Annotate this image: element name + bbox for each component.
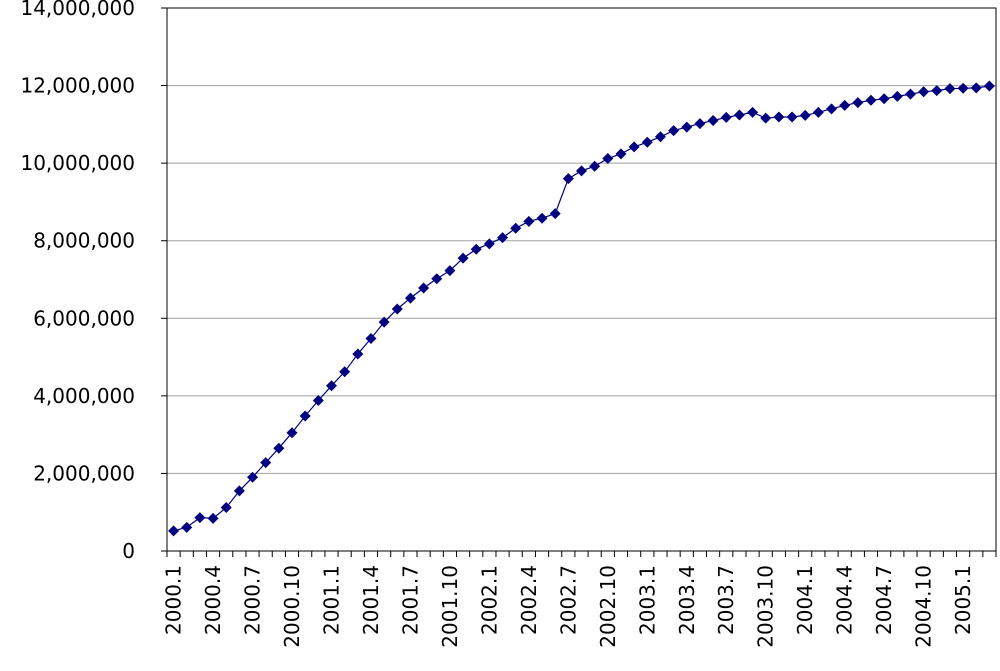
- data-point-marker: [681, 121, 693, 133]
- data-point-marker: [839, 99, 851, 111]
- data-point-marker: [878, 93, 890, 105]
- data-point-marker: [576, 165, 587, 177]
- data-point-marker: [628, 141, 640, 153]
- x-tick-label: 2000.1: [162, 565, 186, 635]
- x-tick-label: 2000.4: [201, 565, 225, 635]
- data-point-marker: [207, 512, 219, 524]
- x-tick-label: 2002.10: [596, 565, 620, 648]
- data-point-marker: [339, 366, 351, 378]
- y-tick-label: 6,000,000: [33, 306, 135, 330]
- data-point-marker: [286, 427, 298, 439]
- data-point-marker: [312, 395, 324, 407]
- plot-area-frame: [166, 7, 997, 552]
- y-tick-label: 14,000,000: [20, 0, 135, 20]
- series-line: [173, 85, 990, 532]
- data-point-marker: [378, 316, 390, 328]
- data-point-marker: [247, 471, 259, 483]
- data-point-marker: [733, 109, 745, 121]
- data-point-marker: [826, 103, 838, 115]
- x-tick-label: 2001.1: [319, 565, 343, 635]
- x-tick-label: 2002.1: [477, 565, 501, 635]
- data-point-marker: [773, 111, 785, 123]
- data-point-marker: [404, 292, 416, 304]
- data-point-marker: [654, 131, 666, 143]
- x-tick-label: 2003.4: [675, 565, 699, 635]
- data-point-marker: [181, 521, 193, 533]
- data-point-marker: [391, 303, 403, 315]
- data-point-marker: [615, 148, 627, 160]
- y-axis: 0 2,000,000 4,000,000 6,000,000 8,000,000 10,…: [20, 0, 167, 563]
- x-axis: 2000.1 2000.4 2000.7 2000.10 2001.1 2001.4 200…: [162, 551, 997, 648]
- data-point-marker: [352, 348, 364, 360]
- y-tick-label: 2,000,000: [33, 461, 135, 485]
- data-point-marker: [760, 112, 772, 124]
- data-point-marker: [510, 222, 522, 234]
- data-point-marker: [589, 160, 601, 172]
- data-point-marker: [444, 265, 456, 277]
- data-point-marker: [260, 457, 272, 469]
- x-tick-label: 2004.4: [833, 565, 857, 635]
- data-point-marker: [812, 106, 824, 118]
- data-point-marker: [707, 114, 719, 126]
- x-tick-label: 2004.7: [872, 565, 896, 635]
- x-tick-label: 2004.1: [793, 565, 817, 635]
- data-point-marker: [470, 243, 482, 255]
- data-point-marker: [668, 125, 680, 137]
- x-tick-label: 2003.1: [635, 565, 659, 635]
- data-point-marker: [365, 332, 377, 344]
- data-point-marker: [602, 152, 614, 164]
- data-point-marker: [273, 442, 285, 454]
- x-tick-label: 2001.10: [438, 565, 462, 648]
- data-point-marker: [483, 238, 495, 250]
- y-tick-label: 8,000,000: [33, 229, 135, 253]
- data-point-marker: [431, 273, 443, 285]
- x-tick-label: 2000.10: [280, 565, 304, 648]
- data-point-marker: [325, 380, 337, 392]
- data-point-marker: [523, 215, 535, 227]
- data-point-marker: [168, 525, 180, 537]
- data-point-marker: [970, 82, 982, 94]
- data-point-marker: [852, 97, 864, 109]
- data-point-marker: [418, 282, 430, 294]
- x-tick-label: 2001.7: [398, 565, 422, 635]
- x-tick-label: 2000.7: [241, 565, 265, 635]
- data-point-marker: [457, 252, 469, 264]
- data-point-marker: [904, 88, 916, 100]
- data-point-marker: [957, 82, 969, 94]
- gridlines: [167, 7, 996, 474]
- data-point-marker: [562, 173, 574, 185]
- data-point-marker: [891, 90, 903, 102]
- data-point-marker: [233, 485, 245, 497]
- y-tick-label: 10,000,000: [20, 151, 135, 175]
- y-tick-label: 0: [122, 539, 135, 563]
- data-point-marker: [747, 106, 759, 118]
- data-point-marker: [865, 94, 877, 106]
- data-point-marker: [299, 410, 311, 422]
- data-point-marker: [694, 118, 706, 130]
- series-layer: [168, 80, 995, 537]
- x-tick-label: 2003.7: [714, 565, 738, 635]
- data-point-marker: [536, 212, 548, 224]
- data-point-marker: [799, 109, 811, 121]
- data-point-marker: [549, 208, 561, 220]
- x-tick-label: 2005.1: [951, 565, 975, 635]
- data-point-marker: [983, 80, 995, 92]
- x-tick-label: 2003.10: [754, 565, 778, 648]
- data-point-marker: [220, 502, 232, 514]
- data-point-marker: [497, 232, 509, 244]
- x-tick-label: 2004.10: [912, 565, 936, 648]
- data-point-marker: [918, 86, 930, 98]
- data-point-marker: [786, 111, 798, 123]
- x-tick-label: 2002.7: [556, 565, 580, 635]
- y-tick-label: 12,000,000: [20, 74, 135, 98]
- data-point-marker: [194, 512, 206, 524]
- x-tick-label: 2002.4: [517, 565, 541, 635]
- x-tick-label: 2001.4: [359, 565, 383, 635]
- data-point-marker: [931, 85, 943, 97]
- data-point-marker: [720, 111, 732, 123]
- data-point-marker: [641, 136, 653, 148]
- y-tick-label: 4,000,000: [33, 384, 135, 408]
- data-point-marker: [944, 83, 956, 95]
